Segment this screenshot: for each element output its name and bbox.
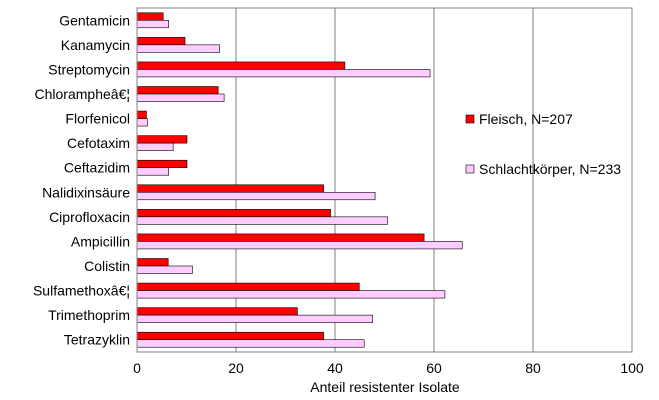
bar-series-1	[136, 12, 164, 21]
bar-series-1	[136, 184, 324, 193]
category-label: Ciprofloxacin	[49, 209, 130, 225]
bar-series-1	[136, 233, 425, 242]
legend-swatch-2	[465, 164, 475, 174]
bar-series-2	[136, 265, 193, 274]
legend-label-1: Fleisch, N=207	[479, 111, 573, 127]
category-label: Cefotaxim	[67, 135, 130, 151]
bar-series-1	[136, 331, 324, 341]
bar-series-2	[136, 93, 225, 102]
category-label: Nalidixinsäure	[42, 184, 130, 200]
x-tick-label: 40	[327, 360, 343, 376]
bar-series-1	[136, 37, 186, 46]
bar-series-2	[136, 69, 431, 78]
bar-series-2	[136, 241, 463, 250]
category-label: Gentamicin	[59, 12, 130, 28]
bar-series-2	[136, 290, 446, 299]
x-tick-label: 20	[228, 360, 244, 376]
legend-swatch-1	[465, 114, 475, 124]
category-label: Trimethoprim	[48, 307, 130, 323]
category-label: Ceftazidim	[64, 160, 130, 176]
x-tick-label: 60	[426, 360, 442, 376]
category-label: Sulfamethoxâ€¦	[33, 283, 130, 299]
category-label: Florfenicol	[65, 111, 130, 127]
plot-area-frame	[136, 7, 633, 353]
bar-series-1	[136, 282, 360, 291]
bar-series-1	[136, 307, 298, 316]
bar-series-2	[136, 44, 220, 53]
legend: Fleisch, N=207 Schlachtkörper, N=233	[465, 111, 621, 177]
bar-series-1	[136, 135, 188, 144]
x-axis-label: Anteil resistenter Isolate	[310, 379, 460, 395]
bar-series-1	[136, 159, 188, 169]
legend-label-2: Schlachtkörper, N=233	[479, 161, 621, 177]
bar-series-1	[136, 61, 346, 70]
bar-series-2	[136, 167, 169, 176]
category-label: Colistin	[84, 258, 130, 274]
bar-series-2	[136, 118, 148, 127]
category-label: Ampicillin	[71, 233, 130, 249]
category-label: Streptomycin	[48, 61, 130, 77]
bar-series-1	[136, 258, 169, 267]
x-tick-label: 0	[133, 360, 141, 376]
bars	[136, 12, 463, 348]
category-label: Kanamycin	[61, 37, 130, 53]
category-labels: Gentamicin Kanamycin Streptomycin Chloramph…	[33, 12, 130, 347]
category-label: Chlorampheâ€¦	[35, 86, 130, 102]
bar-series-1	[136, 110, 147, 119]
bar-series-2	[136, 191, 376, 201]
bar-series-2	[136, 314, 373, 323]
category-label: Tetrazyklin	[64, 332, 130, 348]
bar-series-2	[136, 19, 169, 29]
bar-series-2	[136, 216, 388, 225]
grid-lines	[235, 8, 534, 352]
bar-series-2	[136, 339, 365, 348]
x-tick-labels: 0 20 40 60 80 100	[133, 360, 644, 376]
bar-series-2	[136, 142, 174, 151]
x-tick-label: 100	[620, 360, 644, 376]
bar-series-1	[136, 86, 219, 95]
x-tick-label: 80	[525, 360, 541, 376]
bar-series-1	[136, 209, 331, 218]
